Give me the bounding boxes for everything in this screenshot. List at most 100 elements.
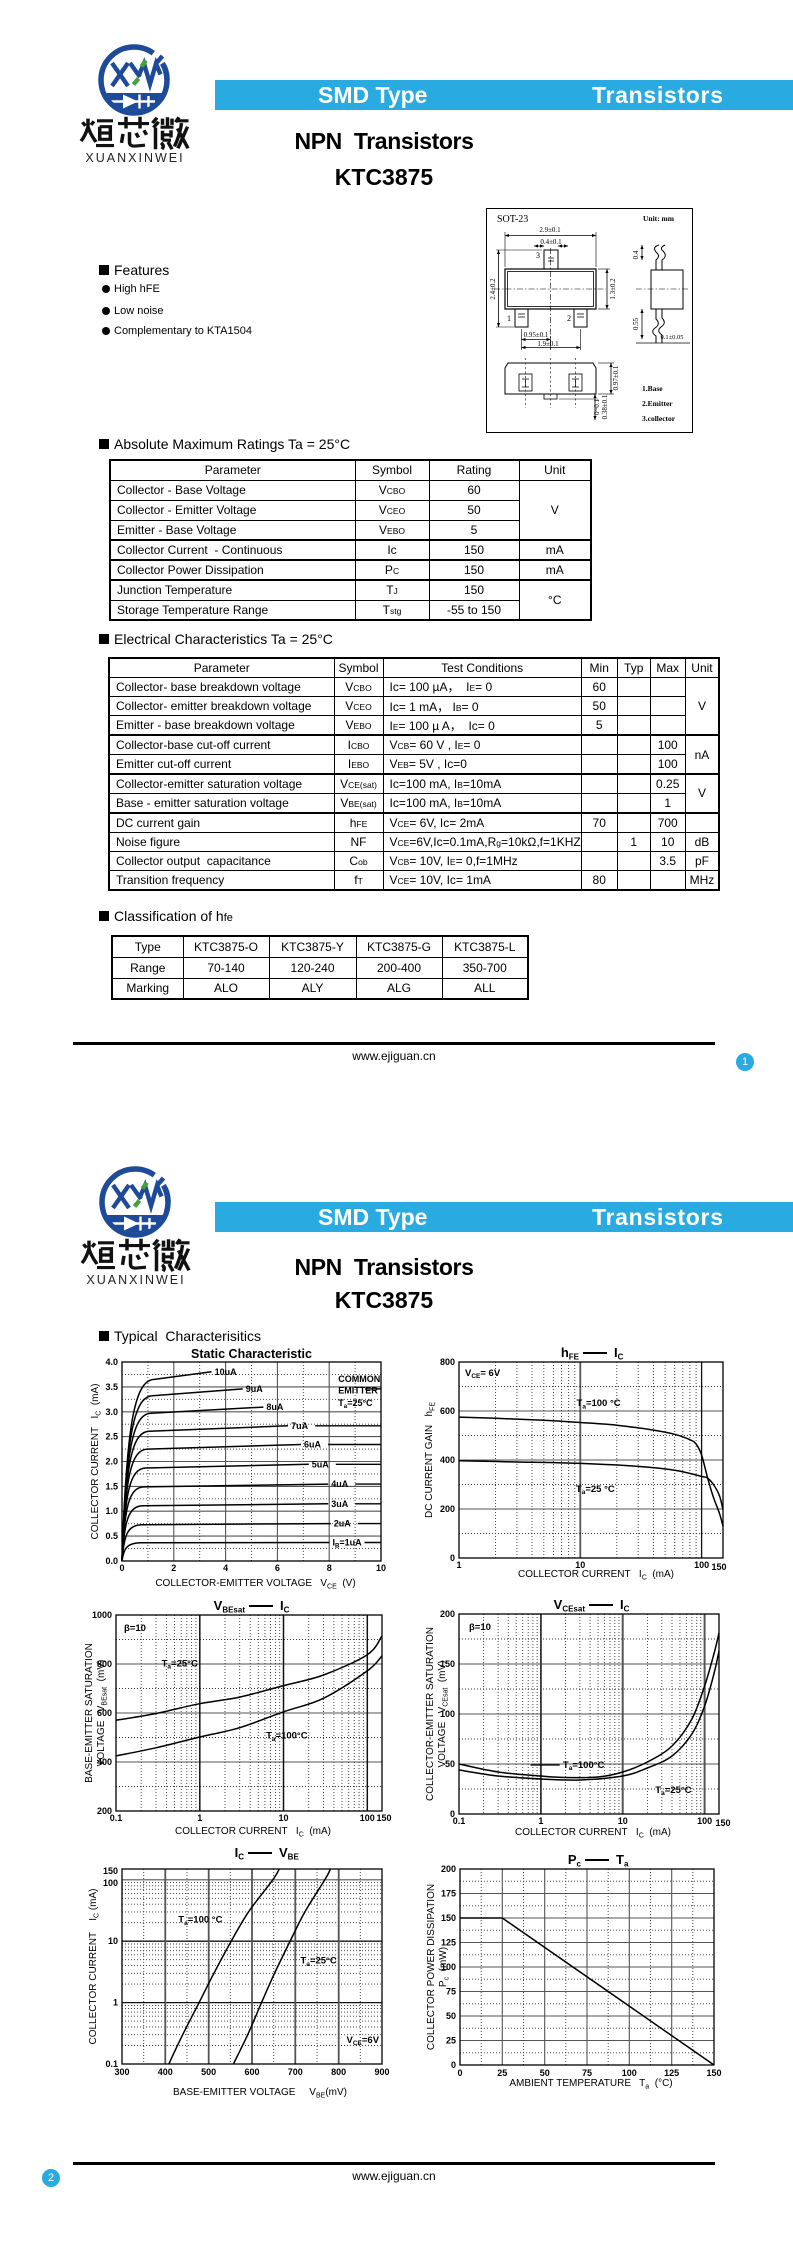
svg-text:150: 150 xyxy=(441,1913,456,1923)
svg-text:8uA: 8uA xyxy=(266,1402,284,1412)
svg-text:8: 8 xyxy=(327,1563,332,1573)
svg-text:300: 300 xyxy=(114,2067,129,2077)
svg-text:10: 10 xyxy=(376,1563,386,1573)
svg-text:Ta=25°C: Ta=25°C xyxy=(162,1658,198,1670)
svg-text:400: 400 xyxy=(97,1757,112,1767)
svg-text:200: 200 xyxy=(441,1864,456,1874)
svg-text:Pc (mW): Pc (mW) xyxy=(438,1947,451,1987)
svg-text:75: 75 xyxy=(582,2068,592,2078)
svg-text:50: 50 xyxy=(445,1759,455,1769)
svg-text:0: 0 xyxy=(457,2068,462,2078)
svg-text:400: 400 xyxy=(440,1455,455,1465)
svg-text:200: 200 xyxy=(440,1504,455,1514)
svg-text:0.1: 0.1 xyxy=(110,1813,123,1823)
svg-text:0: 0 xyxy=(451,2060,456,2070)
svg-text:0.55: 0.55 xyxy=(632,317,640,330)
svg-text:100: 100 xyxy=(440,1709,455,1719)
svg-text:VBEsat: VBEsat xyxy=(214,1598,246,1615)
svg-text:COLLECTOR CURRENT IC (mA): COLLECTOR CURRENT IC (mA) xyxy=(175,1826,331,1839)
svg-text:150: 150 xyxy=(103,1866,118,1876)
svg-text:10: 10 xyxy=(108,1936,118,1946)
svg-text:COMMON: COMMON xyxy=(338,1374,380,1384)
svg-text:800: 800 xyxy=(331,2067,346,2077)
svg-text:2.5: 2.5 xyxy=(105,1432,118,1442)
svg-text:Unit: mm: Unit: mm xyxy=(643,214,675,223)
svg-text:800: 800 xyxy=(97,1659,112,1669)
svg-text:COLLECTOR CURRENT IC (mA): COLLECTOR CURRENT IC (mA) xyxy=(515,1827,671,1840)
svg-text:50: 50 xyxy=(540,2068,550,2078)
svg-text:Ta=100°C: Ta=100°C xyxy=(563,1760,605,1772)
svg-text:Pc: Pc xyxy=(568,1852,582,1869)
svg-text:0: 0 xyxy=(119,1563,124,1573)
svg-text:100: 100 xyxy=(622,2068,637,2078)
svg-text:Ta: Ta xyxy=(616,1852,629,1869)
svg-text:1.3±0.2: 1.3±0.2 xyxy=(609,278,617,300)
svg-text:125: 125 xyxy=(664,2068,679,2078)
svg-text:Static Characteristic: Static Characteristic xyxy=(191,1347,312,1361)
svg-text:600: 600 xyxy=(97,1708,112,1718)
svg-text:0.1: 0.1 xyxy=(105,2059,118,2069)
svg-text:100: 100 xyxy=(103,1878,118,1888)
svg-text:Ta=25°C: Ta=25°C xyxy=(301,1956,337,1968)
svg-text:Ta=100 °C: Ta=100 °C xyxy=(577,1398,621,1410)
svg-text:0: 0 xyxy=(450,1809,455,1819)
svg-text:175: 175 xyxy=(441,1889,456,1899)
svg-text:IC: IC xyxy=(620,1597,630,1614)
svg-text:β=10: β=10 xyxy=(469,1622,491,1633)
svg-text:BASE-EMITTER VOLTAGE VBE(m: BASE-EMITTER VOLTAGE VBE(mV) xyxy=(173,2087,347,2100)
svg-text:1: 1 xyxy=(197,1813,202,1823)
svg-text:1000: 1000 xyxy=(92,1610,112,1620)
svg-text:0.1: 0.1 xyxy=(453,1816,466,1826)
svg-text:150: 150 xyxy=(440,1659,455,1669)
svg-text:0.1±0.05: 0.1±0.05 xyxy=(660,334,683,341)
svg-text:2.9±0.1: 2.9±0.1 xyxy=(539,226,561,234)
svg-text:COLLECTOR-EMITTER SATURATION: COLLECTOR-EMITTER SATURATION xyxy=(425,1627,436,1801)
svg-text:7uA: 7uA xyxy=(291,1421,309,1431)
svg-text:3uA: 3uA xyxy=(331,1499,349,1509)
svg-text:4.0: 4.0 xyxy=(105,1357,118,1367)
svg-text:1.9±0.1: 1.9±0.1 xyxy=(537,340,559,348)
svg-text:150: 150 xyxy=(711,1562,726,1572)
svg-text:9uA: 9uA xyxy=(246,1384,264,1394)
svg-text:COLLECTOR CURRENT IC (mA): COLLECTOR CURRENT IC (mA) xyxy=(90,1383,103,1539)
svg-text:VBE: VBE xyxy=(279,1845,299,1862)
svg-text:600: 600 xyxy=(244,2067,259,2077)
svg-text:IC: IC xyxy=(280,1598,290,1615)
svg-text:800: 800 xyxy=(440,1357,455,1367)
svg-text:VOLTAGE VCEsat (mV): VOLTAGE VCEsat (mV) xyxy=(437,1660,450,1767)
svg-text:10: 10 xyxy=(278,1813,288,1823)
svg-text:COLLECTOR CURRENT IC (mA): COLLECTOR CURRENT IC (mA) xyxy=(518,1569,674,1582)
svg-text:Ta=25°C: Ta=25°C xyxy=(655,1785,691,1797)
svg-text:β=10: β=10 xyxy=(124,1623,146,1634)
svg-text:3.0: 3.0 xyxy=(105,1407,118,1417)
svg-text:25: 25 xyxy=(497,2068,507,2078)
svg-text:SOT-23: SOT-23 xyxy=(497,214,528,225)
svg-text:0.5: 0.5 xyxy=(105,1531,118,1541)
svg-text:0.0: 0.0 xyxy=(105,1556,118,1566)
svg-text:0~0.1: 0~0.1 xyxy=(593,398,601,415)
svg-text:200: 200 xyxy=(97,1806,112,1816)
svg-text:3.5: 3.5 xyxy=(105,1382,118,1392)
svg-text:BASE-EMITTER SATURATION: BASE-EMITTER SATURATION xyxy=(84,1643,95,1783)
svg-text:VCE= 6V: VCE= 6V xyxy=(465,1368,501,1380)
svg-text:600: 600 xyxy=(440,1406,455,1416)
svg-text:10: 10 xyxy=(618,1816,628,1826)
svg-text:Ta=25°C: Ta=25°C xyxy=(338,1398,373,1410)
svg-text:1.5: 1.5 xyxy=(105,1481,118,1491)
svg-text:VCE=6V: VCE=6V xyxy=(347,2035,380,2047)
svg-text:150: 150 xyxy=(706,2068,721,2078)
svg-text:DC CURRENT GAIN hFE: DC CURRENT GAIN hFE xyxy=(424,1402,437,1518)
svg-text:100: 100 xyxy=(697,1816,712,1826)
svg-text:2.Emitter: 2.Emitter xyxy=(642,399,673,408)
svg-text:75: 75 xyxy=(446,1987,456,1997)
svg-text:0.97±0.1: 0.97±0.1 xyxy=(612,365,620,390)
svg-text:EMITTER: EMITTER xyxy=(338,1385,378,1395)
svg-text:1: 1 xyxy=(538,1816,543,1826)
svg-text:AMBIENT TEMPERATURE Ta (°C): AMBIENT TEMPERATURE Ta (°C) xyxy=(509,2078,672,2091)
svg-text:0: 0 xyxy=(450,1553,455,1563)
svg-text:2.4±0.2: 2.4±0.2 xyxy=(489,278,497,300)
svg-text:6: 6 xyxy=(275,1563,280,1573)
svg-text:125: 125 xyxy=(441,1938,456,1948)
svg-text:2: 2 xyxy=(567,314,571,323)
svg-text:500: 500 xyxy=(201,2067,216,2077)
